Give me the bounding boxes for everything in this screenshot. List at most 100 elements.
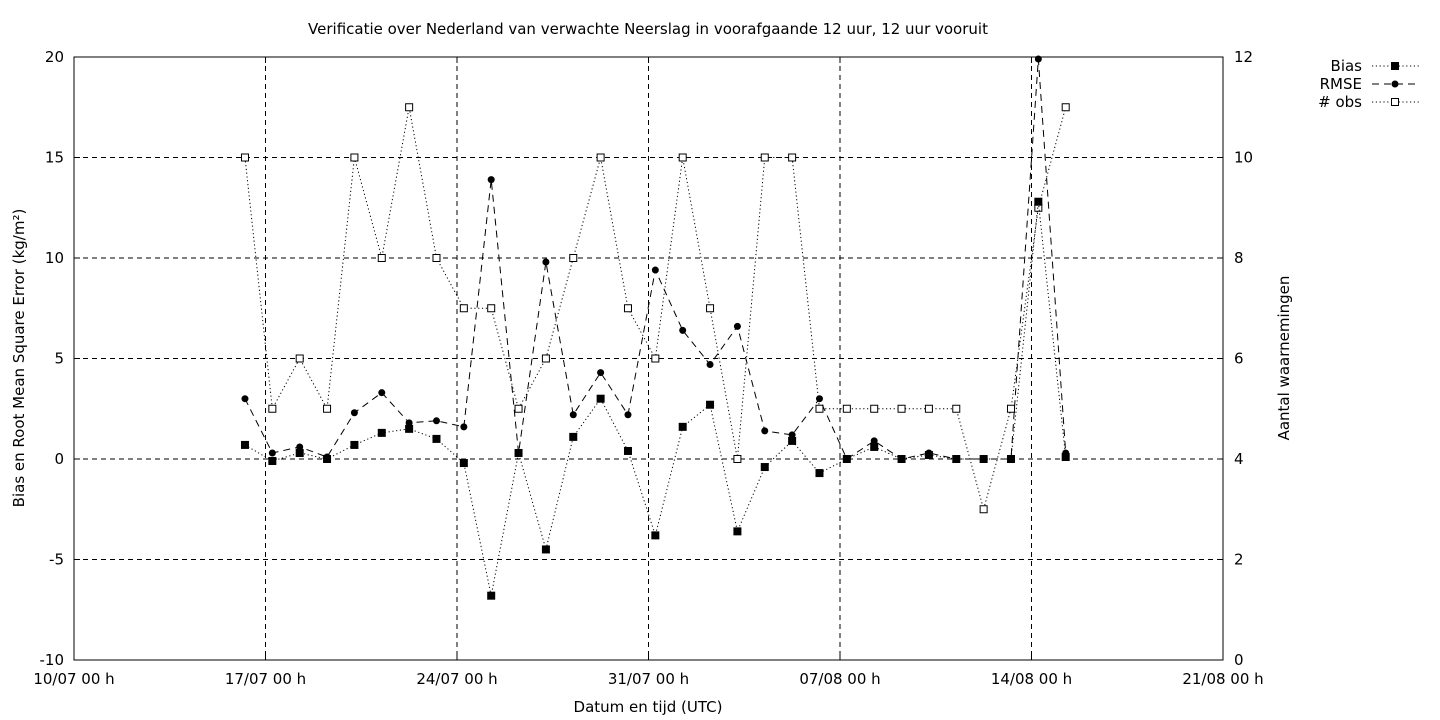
data-point-bias	[952, 455, 961, 463]
y2-tick-label: 0	[1234, 651, 1244, 669]
grid-lines	[74, 57, 1223, 660]
y-tick-label: 0	[54, 450, 64, 468]
data-point-bias	[733, 527, 742, 536]
data-point-obs	[487, 304, 496, 313]
data-point-obs	[678, 153, 687, 162]
data-point-rmse	[679, 326, 687, 334]
data-point-obs	[815, 404, 824, 413]
data-point-bias	[1034, 197, 1043, 206]
data-point-obs	[350, 153, 359, 162]
data-point-bias	[240, 440, 249, 449]
x-tick-label: 07/08 00 h	[799, 670, 880, 688]
data-point-rmse	[378, 389, 386, 397]
data-point-bias	[295, 448, 304, 457]
series-bias	[240, 197, 1070, 600]
y2-tick-label: 4	[1234, 450, 1244, 468]
data-point-bias	[897, 455, 906, 463]
data-point-bias	[514, 448, 523, 457]
data-point-obs	[897, 404, 906, 413]
x-tick-label: 31/07 00 h	[608, 670, 689, 688]
data-point-obs	[870, 404, 879, 413]
data-point-rmse	[542, 258, 550, 266]
y2-tick-label: 6	[1234, 350, 1244, 368]
x-tick-label: 21/08 00 h	[1182, 670, 1263, 688]
data-point-obs	[842, 404, 851, 413]
y-tick-label: -10	[40, 651, 65, 669]
data-point-bias	[405, 424, 414, 433]
data-point-rmse	[733, 322, 741, 330]
data-point-bias	[842, 455, 851, 463]
data-point-bias	[459, 459, 468, 468]
data-point-bias	[870, 442, 879, 451]
data-point-rmse	[241, 395, 249, 403]
data-point-rmse	[460, 423, 468, 431]
chart-title: Verificatie over Nederland van verwachte…	[308, 20, 988, 38]
y2-tick-label: 2	[1234, 551, 1244, 569]
y-tick-label: 10	[45, 249, 64, 267]
y-tick-label: 5	[54, 350, 64, 368]
y2-tick-label: 8	[1234, 249, 1244, 267]
data-point-obs	[596, 153, 605, 162]
x-tick-label: 17/07 00 h	[225, 670, 306, 688]
data-point-obs	[623, 304, 632, 313]
y-axis-label: Bias en Root Mean Square Error (kg/m²)	[10, 209, 28, 508]
data-point-bias	[1006, 455, 1015, 463]
data-point-bias	[432, 434, 441, 443]
series-obs	[240, 103, 1070, 514]
x-tick-label: 24/07 00 h	[416, 670, 497, 688]
data-point-obs	[323, 404, 332, 413]
legend-label-bias: Bias	[1331, 57, 1363, 75]
data-point-rmse	[788, 431, 796, 439]
data-point-obs	[405, 103, 414, 112]
data-point-rmse	[487, 176, 495, 184]
y-tick-label: -5	[49, 551, 64, 569]
legend-marker-bias	[1391, 62, 1399, 70]
data-point-rmse	[432, 417, 440, 425]
y2-tick-label: 12	[1234, 48, 1253, 66]
data-point-rmse	[815, 395, 823, 403]
data-point-rmse	[1034, 55, 1042, 63]
data-point-obs	[1006, 404, 1015, 413]
data-point-rmse	[761, 427, 769, 435]
legend-marker-rmse	[1391, 80, 1399, 88]
data-point-obs	[295, 354, 304, 363]
data-point-rmse	[706, 361, 714, 369]
data-point-rmse	[405, 419, 413, 427]
data-point-bias	[487, 591, 496, 600]
legend-marker-obs	[1391, 98, 1399, 106]
data-point-obs	[377, 254, 386, 262]
data-point-bias	[377, 428, 386, 437]
data-point-bias	[924, 450, 933, 459]
data-point-obs	[733, 455, 742, 463]
data-point-rmse	[296, 443, 304, 451]
data-point-obs	[541, 354, 550, 363]
y2-tick-label: 10	[1234, 149, 1253, 167]
legend-label-rmse: RMSE	[1320, 75, 1362, 93]
data-point-bias	[651, 531, 660, 540]
x-tick-label: 14/08 00 h	[991, 670, 1072, 688]
data-point-obs	[432, 254, 441, 262]
data-point-rmse	[569, 411, 577, 419]
data-point-bias	[323, 455, 332, 463]
data-point-obs	[268, 404, 277, 413]
data-point-bias	[569, 432, 578, 441]
data-point-bias	[788, 436, 797, 445]
data-point-obs	[979, 505, 988, 514]
data-point-bias	[623, 446, 632, 455]
data-point-obs	[514, 404, 523, 413]
data-point-bias	[760, 463, 769, 472]
x-axis-label: Datum en tijd (UTC)	[574, 698, 723, 716]
data-point-bias	[706, 400, 715, 409]
data-point-bias	[541, 545, 550, 554]
data-point-bias	[596, 394, 605, 403]
y-tick-label: 20	[45, 48, 64, 66]
data-point-obs	[706, 304, 715, 313]
data-point-rmse	[651, 266, 659, 274]
data-point-bias	[979, 455, 988, 463]
y-tick-label: 15	[45, 149, 64, 167]
x-tick-label: 10/07 00 h	[33, 670, 114, 688]
data-point-bias	[268, 457, 277, 466]
